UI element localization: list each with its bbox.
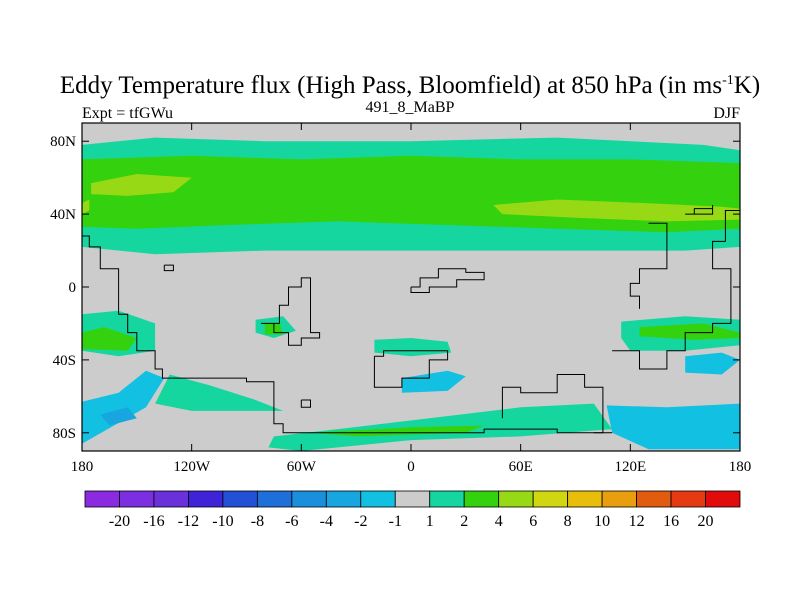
contour-fills [82,137,740,451]
colorbar-box-13 [532,490,569,508]
contour-region-16 [606,403,740,450]
colorbar-box-2 [153,490,189,508]
y-tick-label-3: 40S [53,353,76,369]
colorbar-label-15: 12 [629,513,645,530]
contour-region-17 [155,374,284,411]
contour-region-6 [82,327,137,351]
y-tick-label-1: 40N [50,207,76,223]
colorbar-label-5: -6 [285,513,298,530]
colorbar-label-10: 2 [460,513,468,530]
colorbar-label-1: -16 [143,513,164,530]
coastline-3 [410,268,485,293]
x-tick-label-6: 180 [729,459,752,475]
coastline-6 [501,374,604,434]
coastline-0 [82,235,613,434]
map-panel [81,122,741,452]
colorbar-box-18 [705,490,741,508]
colorbar-box-15 [601,490,637,508]
colorbar-box-11 [463,490,500,508]
colorbar-label-9: 1 [426,513,434,530]
contour-region-12 [401,370,466,393]
y-tick-label-4: 80S [53,426,76,442]
colorbar-box-6 [291,490,327,508]
colorbar-label-2: -12 [178,513,199,530]
x-tick-label-5: 120E [614,459,646,475]
x-tick-label-2: 60W [287,459,317,475]
colorbar-label-3: -10 [212,513,233,530]
contour-region-2 [91,174,192,196]
subtitle-right: DJF [713,105,740,122]
coastline-2 [373,350,449,388]
contour-region-14 [82,370,165,444]
colorbar-label-6: -4 [320,513,333,530]
coastline-9 [300,399,311,408]
colorbar-box-3 [188,490,224,508]
contour-region-11 [374,338,452,357]
y-tick-label-2: 0 [69,280,77,296]
colorbar-box-16 [636,490,672,508]
colorbar-box-7 [325,490,362,508]
contour-region-19 [310,425,485,437]
colorbar-box-1 [119,490,155,508]
colorbar-label-0: -20 [109,513,130,530]
colorbar-label-12: 6 [529,513,537,530]
colorbar-label-4: -8 [251,513,264,530]
coastline-4 [629,222,668,309]
colorbar-label-14: 10 [594,513,610,530]
coastline-1 [261,277,321,346]
colorbar: -20 -16 -12 -10 -8 -6 -4 -2 -1 1 2 4 6 8 10 12 16 20 [84,490,741,530]
coastlines [82,205,740,434]
colorbar-label-17: 20 [698,513,714,530]
colorbar-label-13: 8 [564,513,572,530]
contour-region-10 [639,323,740,340]
colorbar-label-8: -1 [389,513,402,530]
contour-region-13 [685,352,740,375]
colorbar-label-16: 16 [663,513,679,530]
subtitle-center: 491_8_MaBP [366,99,455,116]
colorbar-box-9 [394,490,431,508]
y-tick-label-0: 80N [50,134,76,150]
contour-region-4 [82,199,90,215]
contour-region-3 [493,199,740,222]
y-axis: 80N 40N 0 40S 80S [50,134,740,442]
coastline-5 [612,210,740,370]
colorbar-box-5 [256,490,293,508]
colorbar-box-10 [429,490,465,508]
x-tick-label-4: 60E [509,459,533,475]
coastline-7 [685,205,714,215]
colorbar-box-0 [84,490,120,508]
colorbar-label-7: -2 [354,513,367,530]
colorbar-box-17 [670,490,706,508]
coastline-8 [163,264,174,272]
contour-region-1 [82,155,740,233]
colorbar-box-14 [567,490,603,508]
x-tick-label-0: 180 [71,459,94,475]
x-tick-label-1: 120W [173,459,211,475]
x-tick-label-3: 0 [407,459,415,475]
colorbar-box-8 [360,490,396,508]
subtitle-left: Expt = tfGWu [82,105,173,122]
chart-title: Eddy Temperature flux (High Pass, Bloomf… [60,72,760,99]
x-axis: 180 120W 60W 0 60E 120E 180 [71,123,752,475]
contour-region-15 [100,407,137,426]
colorbar-box-4 [222,490,258,508]
colorbar-label-11: 4 [495,513,503,530]
colorbar-box-12 [498,490,534,508]
